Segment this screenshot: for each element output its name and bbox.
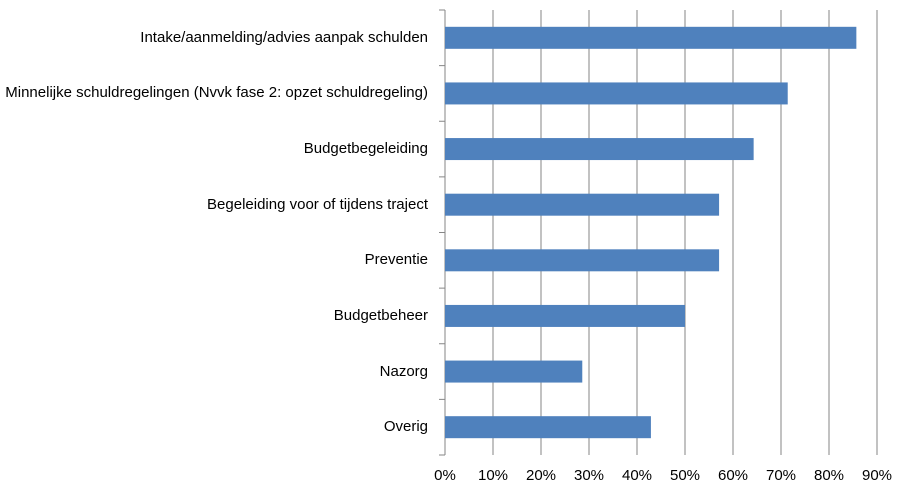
category-label-box: Nazorg xyxy=(379,362,428,380)
bar xyxy=(445,416,651,439)
bar xyxy=(445,249,720,272)
x-tick-label: 40% xyxy=(622,467,652,484)
category-label-box: Minnelijke schuldregelingen (Nvvk fase 2… xyxy=(5,84,428,102)
y-tick-label: Budgetbeheer xyxy=(333,306,428,324)
bar xyxy=(445,138,754,161)
category-label-box: Budgetbeheer xyxy=(333,306,428,324)
y-tick-label: Begeleiding voor of tijdens traject xyxy=(207,195,428,213)
bar xyxy=(445,193,720,216)
y-tick-label: Minnelijke schuldregelingen (Nvvk fase 2… xyxy=(5,84,428,102)
y-tick-label: Overig xyxy=(383,418,428,436)
category-label-box: Budgetbegeleiding xyxy=(303,140,428,158)
bar xyxy=(445,360,583,383)
category-label-box: Begeleiding voor of tijdens traject xyxy=(207,195,428,213)
category-label-box: Preventie xyxy=(364,251,428,269)
x-tick-label: 50% xyxy=(670,467,700,484)
bar xyxy=(445,82,788,105)
x-tick-label: 90% xyxy=(862,467,892,484)
x-tick-label: 20% xyxy=(526,467,556,484)
x-tick-label: 10% xyxy=(478,467,508,484)
y-tick-label: Intake/aanmelding/advies aanpak schulden xyxy=(140,28,428,46)
category-label-box: Intake/aanmelding/advies aanpak schulden xyxy=(140,28,428,46)
x-tick-label: 60% xyxy=(718,467,748,484)
bar xyxy=(445,304,685,327)
x-tick-label: 30% xyxy=(574,467,604,484)
y-tick-label: Nazorg xyxy=(379,362,428,380)
y-tick-label: Budgetbegeleiding xyxy=(303,140,428,158)
x-tick-label: 80% xyxy=(814,467,844,484)
bar xyxy=(445,26,857,49)
x-tick-label: 0% xyxy=(434,467,456,484)
x-tick-label: 70% xyxy=(766,467,796,484)
category-label-box: Overig xyxy=(383,418,428,436)
y-tick-label: Preventie xyxy=(364,251,428,269)
